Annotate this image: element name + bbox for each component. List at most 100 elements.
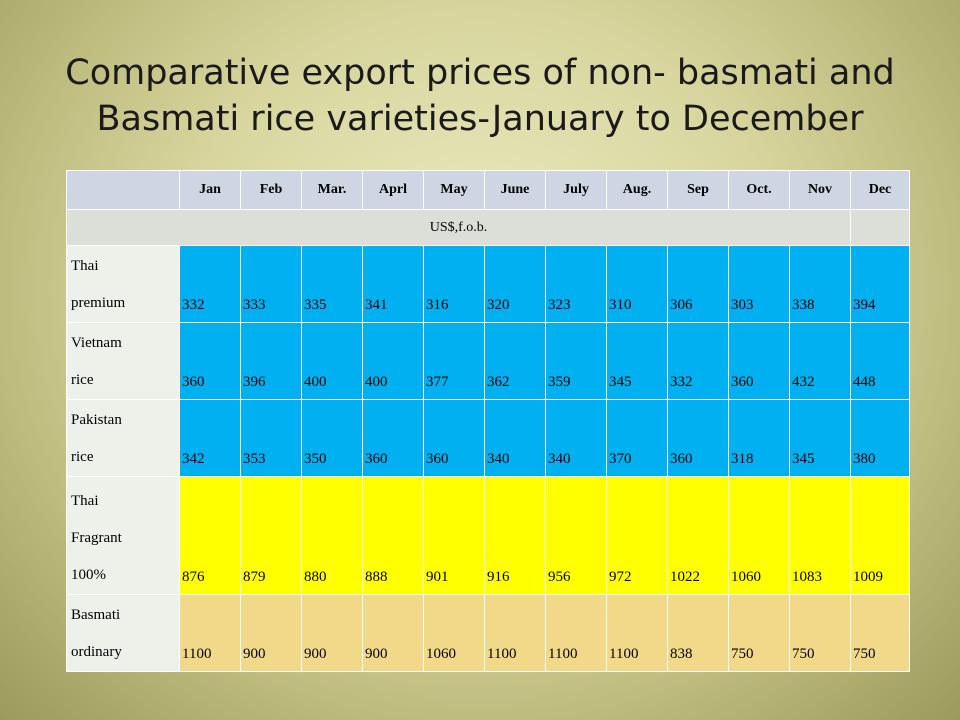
table-row: Pakistan rice 342 353 350 360 360 340 340 370 360 3… <box>66 399 910 477</box>
price-cell: 1100 <box>179 594 241 672</box>
price-cell: 448 <box>850 322 910 400</box>
price-cell: 1060 <box>423 594 485 672</box>
price-cell: 900 <box>301 594 363 672</box>
price-cell: 333 <box>240 245 302 323</box>
row-label-line: ordinary <box>71 644 122 660</box>
price-cell: 345 <box>606 322 668 400</box>
price-cell: 400 <box>362 322 424 400</box>
price-cell: 400 <box>301 322 363 400</box>
price-cell: 396 <box>240 322 302 400</box>
table-row: Basmati ordinary 1100 900 900 900 1060 1100 1100… <box>66 594 910 672</box>
month-header: July <box>545 170 607 210</box>
slide-title: Comparative export prices of non- basmat… <box>65 53 895 139</box>
row-label-line: 100% <box>71 567 106 583</box>
price-cell: 318 <box>728 399 790 477</box>
price-cell: 879 <box>240 476 302 595</box>
month-header: Nov <box>789 170 851 210</box>
price-cell: 900 <box>362 594 424 672</box>
price-cell: 316 <box>423 245 485 323</box>
unit-empty-cell <box>850 209 910 246</box>
price-cell: 900 <box>240 594 302 672</box>
row-label: Thai premium <box>66 245 180 323</box>
price-cell: 359 <box>545 322 607 400</box>
table-row: Thai premium 332 333 335 341 316 320 323 310 306 30… <box>66 245 910 323</box>
price-cell: 320 <box>484 245 546 323</box>
row-label: Pakistan rice <box>66 399 180 477</box>
month-header: Feb <box>240 170 302 210</box>
row-label-line: Basmati <box>71 607 121 623</box>
price-cell: 353 <box>240 399 302 477</box>
price-cell: 360 <box>423 399 485 477</box>
price-cell: 1100 <box>606 594 668 672</box>
month-header: Aug. <box>606 170 668 210</box>
price-cell: 362 <box>484 322 546 400</box>
price-cell: 916 <box>484 476 546 595</box>
row-label-line: Pakistan <box>71 412 122 428</box>
row-label: Thai Fragrant 100% <box>66 476 180 595</box>
row-label-line: Thai <box>71 493 99 509</box>
price-cell: 323 <box>545 245 607 323</box>
table-row: Thai Fragrant 100% 876 879 880 888 901 916 956 972… <box>66 476 910 595</box>
price-table: Jan Feb Mar. Aprl May June July Aug. Sep… <box>66 170 910 672</box>
price-cell: 335 <box>301 245 363 323</box>
price-cell: 838 <box>667 594 729 672</box>
month-header: Oct. <box>728 170 790 210</box>
price-cell: 340 <box>484 399 546 477</box>
price-cell: 1060 <box>728 476 790 595</box>
price-cell: 332 <box>179 245 241 323</box>
row-label-line: Thai <box>71 258 99 274</box>
month-header: Mar. <box>301 170 363 210</box>
row-label: Basmati ordinary <box>66 594 180 672</box>
price-cell: 1100 <box>484 594 546 672</box>
unit-row: US$,f.o.b. <box>66 209 910 246</box>
row-label-line: Vietnam <box>71 335 122 351</box>
price-cell: 880 <box>301 476 363 595</box>
price-cell: 345 <box>789 399 851 477</box>
price-cell: 303 <box>728 245 790 323</box>
price-cell: 956 <box>545 476 607 595</box>
row-label: Vietnam rice <box>66 322 180 400</box>
price-cell: 360 <box>728 322 790 400</box>
price-cell: 360 <box>179 322 241 400</box>
table-row: Vietnam rice 360 396 400 400 377 362 359 345 332 36… <box>66 322 910 400</box>
price-cell: 1022 <box>667 476 729 595</box>
price-cell: 360 <box>362 399 424 477</box>
price-cell: 432 <box>789 322 851 400</box>
price-cell: 360 <box>667 399 729 477</box>
price-cell: 750 <box>789 594 851 672</box>
price-cell: 972 <box>606 476 668 595</box>
unit-label: US$,f.o.b. <box>66 209 851 246</box>
month-header: May <box>423 170 485 210</box>
header-row: Jan Feb Mar. Aprl May June July Aug. Sep… <box>66 170 910 210</box>
price-cell: 338 <box>789 245 851 323</box>
price-cell: 750 <box>850 594 910 672</box>
price-cell: 306 <box>667 245 729 323</box>
price-cell: 1100 <box>545 594 607 672</box>
month-header: Jan <box>179 170 241 210</box>
price-cell: 888 <box>362 476 424 595</box>
price-cell: 341 <box>362 245 424 323</box>
row-label-line: rice <box>71 449 94 465</box>
table-body: Thai premium 332 333 335 341 316 320 323 310 306 30… <box>66 245 910 672</box>
price-cell: 332 <box>667 322 729 400</box>
month-header: Sep <box>667 170 729 210</box>
corner-cell <box>66 170 180 210</box>
row-label-line: rice <box>71 372 94 388</box>
row-label-line: Fragrant <box>71 530 122 546</box>
price-cell: 342 <box>179 399 241 477</box>
price-cell: 370 <box>606 399 668 477</box>
price-cell: 310 <box>606 245 668 323</box>
price-cell: 340 <box>545 399 607 477</box>
month-header: June <box>484 170 546 210</box>
price-cell: 377 <box>423 322 485 400</box>
price-cell: 350 <box>301 399 363 477</box>
month-header: Dec <box>850 170 910 210</box>
price-cell: 876 <box>179 476 241 595</box>
price-cell: 901 <box>423 476 485 595</box>
price-cell: 380 <box>850 399 910 477</box>
row-label-line: premium <box>71 295 126 311</box>
month-header: Aprl <box>362 170 424 210</box>
price-cell: 1083 <box>789 476 851 595</box>
price-cell: 394 <box>850 245 910 323</box>
price-cell: 1009 <box>850 476 910 595</box>
